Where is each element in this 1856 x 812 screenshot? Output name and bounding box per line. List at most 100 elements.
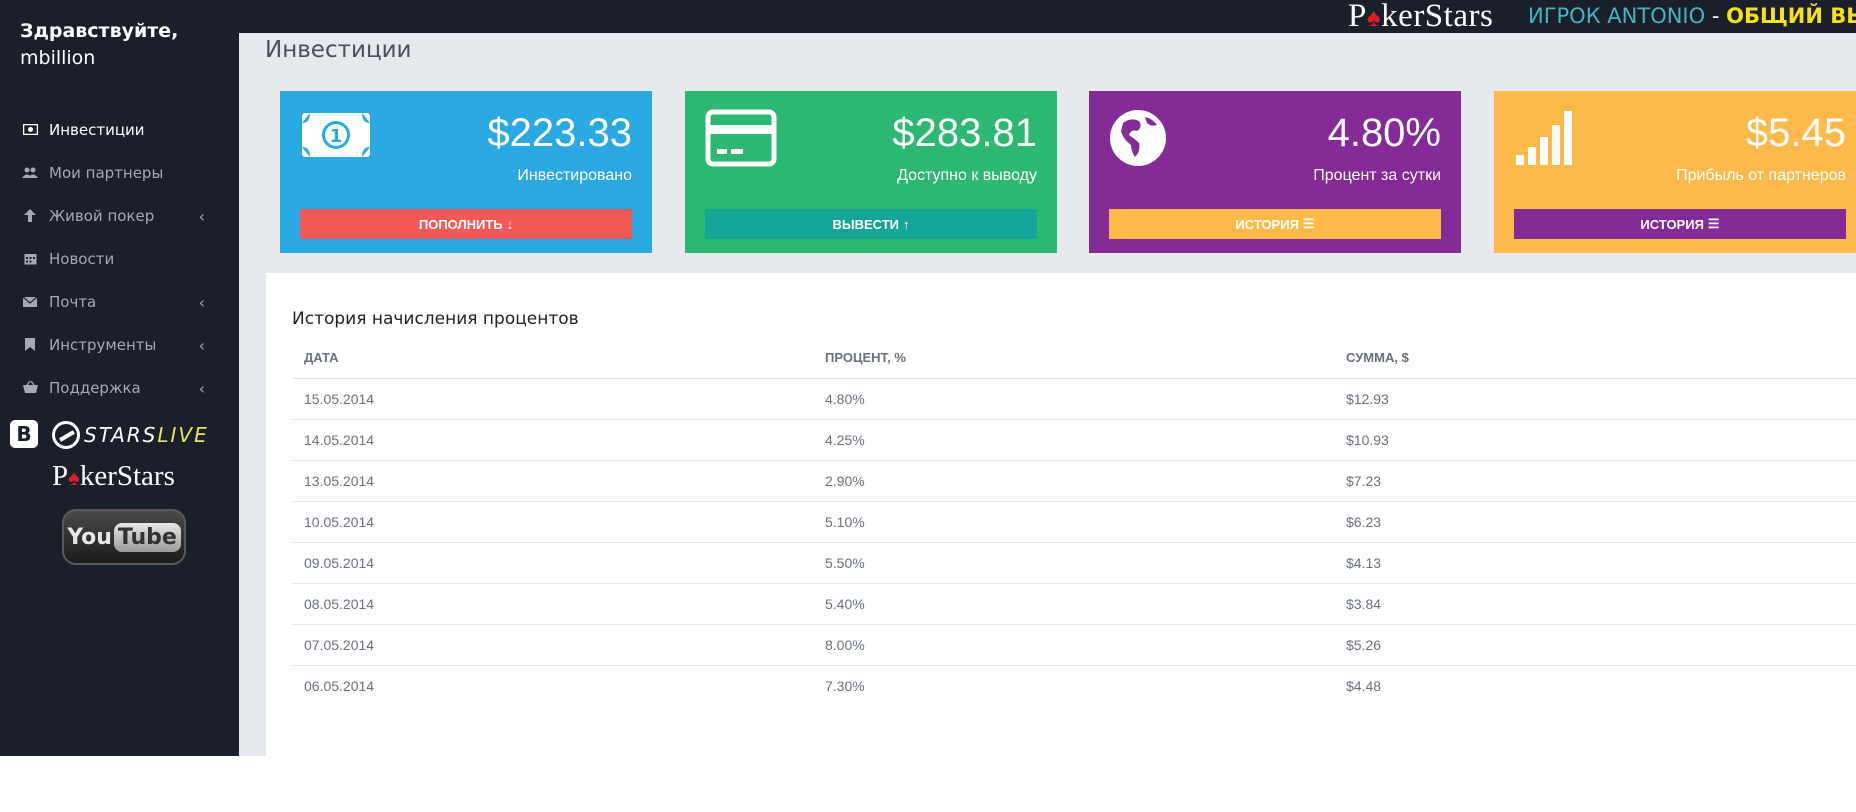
table-row: 07.05.2014 8.00% $5.26 [292,624,1856,666]
logo-text: kerStars [79,460,175,492]
sidebar-item-mail[interactable]: Почта ‹ [0,280,239,323]
card-value: $283.81 [892,111,1037,155]
money-icon [22,122,38,138]
table-row: 06.05.2014 7.30% $4.48 [292,665,1856,706]
history-button[interactable]: ИСТОРИЯ ☰ [1109,209,1441,239]
column-header-percent[interactable]: ПРОЦЕНТ, % [813,337,1334,379]
cell-date: 08.05.2014 [292,583,813,625]
banknote-icon: 1 [300,109,370,169]
cell-amount: $5.26 [1334,624,1856,666]
sidebar-item-label: Инвестиции [49,120,145,139]
starslive-text: STARSLIVE [84,423,209,447]
withdraw-button[interactable]: ВЫВЕСТИ ↑ [705,209,1037,239]
chevron-left-icon: ‹ [198,293,205,312]
sidebar-item-partners[interactable]: Мои партнеры [0,151,239,194]
list-icon: ☰ [1707,216,1720,231]
button-label: ВЫВЕСТИ [832,216,900,232]
cell-date: 06.05.2014 [304,677,375,694]
cell-date: 14.05.2014 [292,419,813,461]
table-header-row: ДАТА ПРОЦЕНТ, % СУММА, $ [292,337,1856,379]
ticker-total: ОБЩИЙ ВЫИГ [1726,4,1856,28]
cell-amount: $6.23 [1334,501,1856,543]
ticker-text: ИГРОК ANTONIO - ОБЩИЙ ВЫИГ [1528,4,1856,28]
cell-amount: $7.23 [1334,460,1856,502]
greeting-text: Здравствуйте, [20,20,179,42]
sidebar-item-investments[interactable]: Инвестиции [0,108,239,151]
table-row: 13.05.2014 2.90% $7.23 [292,460,1856,502]
starslive-icon [52,421,80,449]
cell-date: 10.05.2014 [292,501,813,543]
sidebar-item-tools[interactable]: Инструменты ‹ [0,323,239,366]
top-bar: P♠kerStars ИГРОК ANTONIO - ОБЩИЙ ВЫИГ [0,0,1856,33]
deposit-button[interactable]: ПОПОЛНИТЬ ↓ [300,209,632,239]
card-daily-percent: 4.80% Процент за сутки ИСТОРИЯ ☰ [1089,91,1461,253]
table-row: 15.05.2014 4.80% $12.93 [292,378,1856,420]
social-links: B STARSLIVE [10,420,230,450]
youtube-text-a: You [67,524,112,550]
cell-amount: $4.13 [1334,542,1856,584]
cell-amount: $4.48 [1346,677,1382,694]
cell-percent: 8.00% [813,624,1334,666]
starslive-logo[interactable]: STARSLIVE [52,420,209,450]
pokerstars-logo[interactable]: P♠kerStars [1348,0,1494,33]
envelope-icon [22,294,38,310]
table-row: 08.05.2014 5.40% $3.84 [292,583,1856,625]
chevron-left-icon: ‹ [198,207,205,226]
partner-history-button[interactable]: ИСТОРИЯ ☰ [1514,209,1846,239]
history-title: История начисления процентов [292,309,579,329]
cell-date: 09.05.2014 [292,542,813,584]
history-panel: История начисления процентов ДАТА ПРОЦЕН… [266,273,1856,773]
card-partner-profit: $5.45 Прибыль от партнеров ИСТОРИЯ ☰ [1494,91,1856,253]
starslive-text-a: STARS [84,423,158,447]
sidebar-item-support[interactable]: Поддержка ‹ [0,366,239,409]
cell-percent: 5.40% [813,583,1334,625]
sidebar-item-label: Почта [49,292,97,311]
ticker-player: ИГРОК ANTONIO [1528,4,1706,28]
sidebar-item-label: Поддержка [49,378,141,397]
globe-icon [1109,109,1179,169]
youtube-text-b: Tube [113,522,181,552]
starslive-text-b: LIVE [157,423,209,447]
sidebar-menu: Инвестиции Мои партнеры Живой покер ‹ Н [0,108,239,409]
cell-percent: 4.25% [813,419,1334,461]
sidebar-item-label: Инструменты [49,335,157,354]
stat-cards: 1 $223.33 Инвестировано ПОПОЛНИТЬ ↓ $283.… [280,91,1856,253]
cell-percent: 4.80% [813,378,1334,420]
card-available: $283.81 Доступно к выводу ВЫВЕСТИ ↑ [685,91,1057,253]
button-label: ПОПОЛНИТЬ [418,216,503,232]
main-content: Инвестиции 1 $223.33 Инвестировано ПОПОЛ… [239,33,1856,773]
cell-date: 13.05.2014 [292,460,813,502]
youtube-logo[interactable]: You Tube [62,509,186,565]
card-label: Доступно к выводу [897,167,1037,184]
cell-percent: 5.50% [813,542,1334,584]
list-icon: ☰ [1302,216,1315,231]
cell-percent: 2.90% [813,460,1334,502]
ticker-separator: - [1705,4,1727,28]
users-icon [22,165,38,181]
cell-date: 15.05.2014 [292,378,813,420]
card-label: Инвестировано [517,167,632,184]
cell-percent: 5.10% [813,501,1334,543]
spade-icon: ♠ [68,465,80,490]
vk-icon[interactable]: B [10,420,38,448]
credit-card-icon [705,109,777,169]
column-header-amount[interactable]: СУММА, $ [1334,337,1856,379]
cell-amount: $3.84 [1334,583,1856,625]
button-label: ИСТОРИЯ [1640,216,1704,232]
page-title: Инвестиции [265,37,412,63]
arrow-up-icon [22,208,38,224]
bookmark-icon [22,337,38,353]
sidebar-item-label: Мои партнеры [49,163,164,182]
arrow-down-icon: ↓ [506,216,514,232]
username: mbillion [20,47,96,69]
basket-icon [22,380,38,396]
column-header-date[interactable]: ДАТА [292,337,813,379]
table-row: 14.05.2014 4.25% $10.93 [292,419,1856,461]
card-value: $5.45 [1745,111,1846,155]
table-row: 10.05.2014 5.10% $6.23 [292,501,1856,543]
pokerstars-sidebar-logo[interactable]: P♠kerStars [52,460,175,492]
sidebar-item-live-poker[interactable]: Живой покер ‹ [0,194,239,237]
cell-amount: $12.93 [1334,378,1856,420]
sidebar-item-news[interactable]: Новости [0,237,239,280]
